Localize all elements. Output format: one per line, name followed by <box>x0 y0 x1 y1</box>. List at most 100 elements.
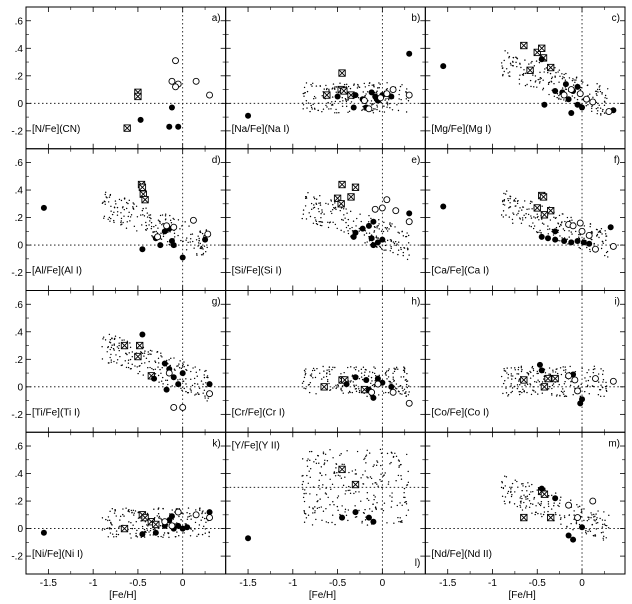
field-dot <box>357 97 360 99</box>
field-dot <box>550 80 552 83</box>
field-dot <box>577 506 579 508</box>
field-dot <box>152 231 154 233</box>
open-circle-point <box>569 222 577 230</box>
field-dot <box>116 346 119 348</box>
field-dot <box>568 236 570 238</box>
field-dot <box>514 367 516 369</box>
field-dot <box>530 393 533 396</box>
field-dot <box>185 390 187 393</box>
field-dot <box>309 476 311 479</box>
filled-circle-point <box>370 242 377 249</box>
field-dot <box>501 482 503 484</box>
filled-circle-point <box>170 374 177 381</box>
field-dot <box>154 368 156 370</box>
field-dot <box>331 212 333 215</box>
field-dot <box>599 517 601 520</box>
field-dot <box>342 100 344 102</box>
field-dot <box>308 506 311 508</box>
crossed-square-point <box>138 183 147 191</box>
field-dot <box>161 376 164 379</box>
field-dot <box>334 366 336 369</box>
field-dot <box>502 216 505 218</box>
field-dot <box>366 497 368 500</box>
field-dot <box>202 252 205 255</box>
filled-circle-point <box>168 513 175 520</box>
crossed-square-point <box>547 207 555 215</box>
field-dot <box>148 360 150 363</box>
field-dot <box>370 217 372 220</box>
open-circle-point <box>365 105 373 113</box>
field-dot <box>517 366 520 369</box>
field-dot <box>533 390 535 392</box>
field-dot <box>538 381 541 383</box>
field-dot <box>513 199 516 201</box>
field-dot <box>184 523 186 525</box>
x-tick-label: -0.5 <box>329 578 347 589</box>
field-dot <box>558 383 560 386</box>
field-dot <box>110 528 113 530</box>
field-dot <box>601 110 604 112</box>
field-dot <box>116 214 119 216</box>
field-dot <box>325 84 327 87</box>
field-dot <box>583 237 585 240</box>
field-dot <box>598 86 600 88</box>
open-circle-point <box>170 404 178 411</box>
field-dot <box>502 203 504 206</box>
field-dot <box>158 362 160 364</box>
field-star-dots <box>500 190 609 258</box>
field-dot <box>181 365 184 367</box>
field-dot <box>133 225 136 228</box>
filled-circle-point <box>568 109 575 116</box>
field-dot <box>528 485 530 487</box>
field-dot <box>595 518 598 521</box>
field-dot <box>522 73 525 75</box>
field-dot <box>111 524 113 526</box>
field-dot <box>500 486 503 489</box>
field-dot <box>529 384 532 386</box>
field-dot <box>160 232 162 234</box>
field-dot <box>156 351 159 353</box>
field-dot <box>506 367 508 369</box>
field-dot <box>345 86 347 88</box>
field-dot <box>551 394 553 396</box>
field-dot <box>597 91 599 93</box>
field-dot <box>309 493 311 495</box>
field-dot <box>379 479 381 481</box>
field-dot <box>188 225 190 227</box>
field-dot <box>500 375 503 378</box>
field-dot <box>372 103 374 105</box>
field-dot <box>165 379 167 381</box>
field-dot <box>150 217 152 220</box>
field-dot <box>530 62 532 64</box>
field-dot <box>324 453 327 455</box>
field-dot <box>342 208 345 210</box>
field-dot <box>588 529 591 531</box>
field-dot <box>524 217 527 219</box>
field-dot <box>303 500 306 503</box>
field-dot <box>189 513 191 515</box>
field-dot <box>206 400 208 402</box>
open-circle-point <box>574 514 581 522</box>
field-dot <box>336 227 338 230</box>
field-dot <box>530 491 532 493</box>
field-dot <box>591 523 594 526</box>
field-dot <box>117 533 120 536</box>
field-dot <box>169 244 171 246</box>
field-dot <box>181 225 183 227</box>
field-dot <box>149 529 152 532</box>
field-dot <box>406 380 409 382</box>
field-dot <box>562 393 565 395</box>
field-dot <box>384 99 386 101</box>
field-dot <box>586 246 588 249</box>
field-dot <box>199 507 201 509</box>
panel-letter: g) <box>212 297 221 308</box>
field-dot <box>390 506 393 508</box>
field-dot <box>360 376 363 378</box>
field-dot <box>206 246 208 249</box>
field-dot <box>351 230 354 232</box>
field-dot <box>303 509 305 512</box>
x-tick-label: 0 <box>180 578 186 589</box>
filled-circle-point <box>379 236 386 243</box>
field-dot <box>507 377 509 379</box>
field-dot <box>571 79 574 82</box>
